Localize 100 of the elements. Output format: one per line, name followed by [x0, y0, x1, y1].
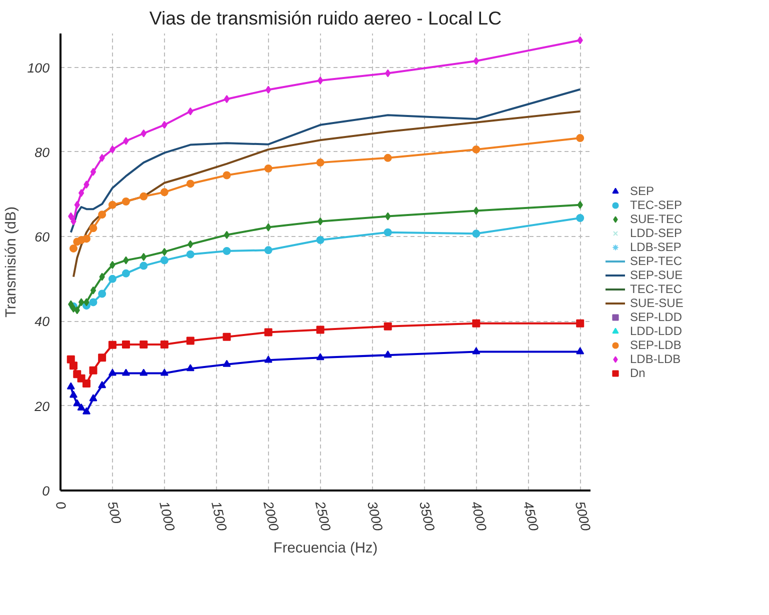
point — [122, 368, 130, 376]
x-tick-label: 4000 — [468, 500, 490, 533]
point — [576, 347, 584, 354]
x-tick-label: 3000 — [364, 500, 386, 533]
point — [98, 354, 106, 362]
point — [110, 260, 116, 269]
point — [264, 164, 272, 172]
point — [78, 189, 84, 198]
point — [222, 332, 231, 341]
x-tick-label: 0 — [52, 500, 70, 512]
point — [140, 192, 148, 200]
point — [84, 298, 90, 306]
point — [98, 210, 106, 219]
point — [222, 247, 231, 255]
point — [472, 145, 480, 154]
point — [162, 120, 168, 129]
x-tick-label: 2500 — [312, 498, 334, 533]
point — [122, 269, 130, 278]
point — [473, 57, 480, 66]
point — [385, 69, 391, 78]
point — [89, 224, 98, 232]
point — [82, 234, 90, 243]
point — [89, 298, 98, 306]
point — [98, 381, 106, 388]
point — [186, 336, 194, 345]
point — [68, 212, 74, 220]
point — [577, 200, 583, 209]
x-tick-label: 1000 — [156, 500, 178, 533]
line-series — [72, 110, 582, 278]
point — [108, 274, 116, 283]
point — [99, 154, 105, 162]
point — [264, 356, 272, 363]
point — [70, 217, 76, 226]
point — [99, 272, 105, 281]
point — [576, 214, 584, 222]
point — [122, 340, 130, 349]
point — [70, 304, 76, 313]
legend-label: SEP-LDB — [630, 338, 682, 352]
point — [90, 168, 96, 176]
point — [472, 347, 480, 354]
line-series — [70, 88, 582, 234]
point — [160, 188, 168, 196]
x-tick-label: 5000 — [572, 500, 594, 533]
point — [264, 246, 272, 254]
legend-label: SEP-TEC — [630, 254, 682, 268]
point — [384, 228, 392, 236]
point — [108, 200, 116, 209]
point — [84, 180, 90, 189]
point — [74, 200, 80, 209]
point — [66, 382, 75, 390]
point — [162, 248, 168, 256]
point — [472, 230, 480, 238]
point — [78, 298, 84, 306]
point — [140, 252, 146, 261]
point — [98, 290, 106, 298]
point — [317, 217, 324, 226]
point — [576, 319, 584, 328]
point — [108, 368, 116, 376]
point — [472, 319, 480, 328]
y-tick-label: 0 — [42, 484, 50, 498]
y-axis-title: Transmisión (dB) — [3, 206, 20, 318]
point — [89, 366, 98, 374]
legend-label: LDB-SEP — [630, 240, 682, 254]
point — [69, 390, 78, 398]
point — [89, 394, 98, 402]
point — [264, 328, 272, 336]
point — [316, 326, 324, 334]
legend-label: LDB-LDB — [630, 352, 681, 366]
point — [140, 340, 148, 349]
legend-label: SEP-SUE — [630, 268, 683, 282]
y-tick-label: 20 — [34, 398, 50, 414]
legend-label: SEP-LDD — [630, 310, 682, 324]
point — [224, 230, 230, 239]
legend-label: LDD-SEP — [630, 226, 682, 240]
point — [140, 262, 148, 270]
point — [188, 240, 194, 248]
point — [384, 154, 392, 162]
point — [222, 360, 231, 367]
point — [73, 399, 82, 406]
point — [576, 134, 584, 142]
point — [90, 286, 96, 294]
point — [160, 368, 168, 376]
point — [110, 145, 116, 154]
y-tick-label: 60 — [34, 230, 50, 245]
point — [122, 197, 130, 206]
point — [266, 86, 272, 94]
legend-label: LDD-LDD — [630, 324, 682, 338]
point — [316, 158, 324, 167]
point — [123, 256, 129, 264]
point — [74, 306, 80, 314]
x-tick-label: 2000 — [260, 498, 282, 533]
point — [77, 403, 86, 411]
point — [69, 244, 78, 252]
y-tick-label: 80 — [34, 144, 50, 160]
legend-label: Dn — [630, 366, 646, 380]
legend-label: SEP — [630, 184, 654, 198]
x-tick-label: 4500 — [520, 500, 542, 533]
point — [473, 206, 480, 215]
x-tick-label: 500 — [104, 500, 124, 526]
point — [186, 180, 194, 188]
